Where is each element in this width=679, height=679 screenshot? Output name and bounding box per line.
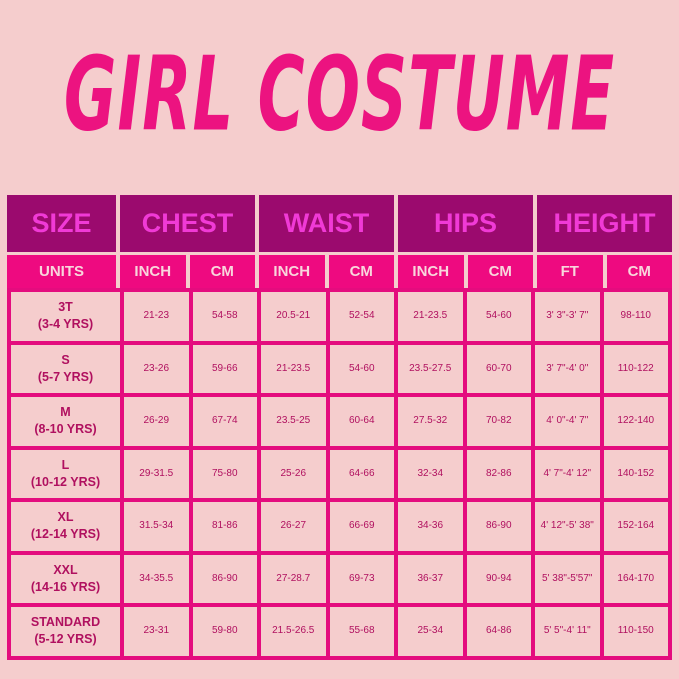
table-cell: 34-36 — [398, 502, 463, 551]
table-cell: 20.5-21 — [261, 292, 326, 341]
table-cell: 75-80 — [192, 449, 257, 498]
age-range: (14-16 YRS) — [30, 579, 101, 594]
unit-hips-inch: INCH — [398, 255, 464, 288]
table-cell: 29-31.5 — [124, 449, 189, 498]
table-cell: 54-60 — [466, 292, 531, 341]
table-cell: 98-110 — [603, 292, 668, 341]
table-cell: 21-23.5 — [261, 344, 326, 393]
size-label: M — [60, 405, 71, 420]
table-cell: 60-64 — [329, 397, 394, 446]
table-cell: 164-170 — [603, 554, 668, 603]
size-label: XXL — [53, 562, 78, 577]
table-cell: 66-69 — [329, 502, 394, 551]
table-cell: 64-86 — [466, 607, 531, 656]
table-cell: 110-122 — [603, 344, 668, 393]
size-label: L — [61, 457, 70, 472]
header-waist: WAIST — [259, 195, 394, 252]
header-height: HEIGHT — [537, 195, 672, 252]
table-cell: 67-74 — [192, 397, 257, 446]
table-cell: 86-90 — [192, 554, 257, 603]
age-range: (8-10 YRS) — [34, 422, 97, 437]
table-cell: 90-94 — [466, 554, 531, 603]
unit-label: UNITS — [7, 255, 116, 288]
unit-hips-cm: CM — [467, 255, 533, 288]
header-hips: HIPS — [398, 195, 533, 252]
table-cell: 4' 7"-4' 12" — [535, 449, 600, 498]
unit-waist-inch: INCH — [259, 255, 325, 288]
table-cell: 25-34 — [398, 607, 463, 656]
table-cell: 25-26 — [261, 449, 326, 498]
table-cell: 26-27 — [261, 502, 326, 551]
size-label: XL — [57, 510, 74, 525]
table-cell: 4' 12"-5' 38" — [535, 502, 600, 551]
age-range: (3-4 YRS) — [37, 317, 94, 332]
table-cell: 5' 5"-4' 11" — [535, 607, 600, 656]
table-cell: 23-31 — [124, 607, 189, 656]
page-title: GIRL COSTUME — [63, 36, 616, 156]
table-cell: 140-152 — [603, 449, 668, 498]
size-cell: XL (12-14 YRS) — [11, 502, 120, 551]
table-cell: 59-80 — [192, 607, 257, 656]
table-cell: 23.5-27.5 — [398, 344, 463, 393]
table-cell: 21-23 — [124, 292, 189, 341]
table-cell: 21-23.5 — [398, 292, 463, 341]
size-label: STANDARD — [30, 615, 101, 630]
table-cell: 4' 0"-4' 7" — [535, 397, 600, 446]
unit-waist-cm: CM — [328, 255, 394, 288]
size-table-body: 3T (3-4 YRS) 21-23 54-58 20.5-21 52-54 21-23.5… — [7, 288, 672, 660]
table-cell: 54-58 — [192, 292, 257, 341]
table-cell: 3' 7"-4' 0" — [535, 344, 600, 393]
table-cell: 152-164 — [603, 502, 668, 551]
table-cell: 55-68 — [329, 607, 394, 656]
unit-height-cm: CM — [606, 255, 672, 288]
table-cell: 81-86 — [192, 502, 257, 551]
table-cell: 3' 3"-3' 7" — [535, 292, 600, 341]
units-row: UNITS INCH CM INCH CM INCH CM FT CM — [7, 255, 672, 288]
header-chest: CHEST — [120, 195, 255, 252]
table-cell: 64-66 — [329, 449, 394, 498]
table-cell: 23-26 — [124, 344, 189, 393]
table-cell: 59-66 — [192, 344, 257, 393]
table-cell: 82-86 — [466, 449, 531, 498]
size-label: S — [61, 352, 70, 367]
table-cell: 32-34 — [398, 449, 463, 498]
table-cell: 34-35.5 — [124, 554, 189, 603]
age-range: (10-12 YRS) — [30, 474, 101, 489]
table-cell: 31.5-34 — [124, 502, 189, 551]
table-cell: 110-150 — [603, 607, 668, 656]
size-cell: 3T (3-4 YRS) — [11, 292, 120, 341]
table-cell: 69-73 — [329, 554, 394, 603]
table-cell: 26-29 — [124, 397, 189, 446]
table-cell: 5' 38"-5'57" — [535, 554, 600, 603]
table-cell: 52-54 — [329, 292, 394, 341]
table-cell: 36-37 — [398, 554, 463, 603]
size-cell: STANDARD (5-12 YRS) — [11, 607, 120, 656]
size-cell: XXL (14-16 YRS) — [11, 554, 120, 603]
size-label: 3T — [58, 300, 73, 315]
group-header-row: SIZE CHEST WAIST HIPS HEIGHT — [7, 195, 672, 252]
age-range: (5-12 YRS) — [34, 632, 97, 647]
size-cell: M (8-10 YRS) — [11, 397, 120, 446]
age-range: (12-14 YRS) — [30, 527, 101, 542]
table-cell: 86-90 — [466, 502, 531, 551]
header-size: SIZE — [7, 195, 116, 252]
table-cell: 27.5-32 — [398, 397, 463, 446]
unit-height-ft: FT — [537, 255, 603, 288]
table-cell: 21.5-26.5 — [261, 607, 326, 656]
table-cell: 23.5-25 — [261, 397, 326, 446]
table-cell: 122-140 — [603, 397, 668, 446]
size-cell: S (5-7 YRS) — [11, 344, 120, 393]
table-cell: 54-60 — [329, 344, 394, 393]
table-cell: 70-82 — [466, 397, 531, 446]
table-cell: 27-28.7 — [261, 554, 326, 603]
age-range: (5-7 YRS) — [37, 369, 94, 384]
table-cell: 60-70 — [466, 344, 531, 393]
unit-chest-cm: CM — [189, 255, 255, 288]
size-cell: L (10-12 YRS) — [11, 449, 120, 498]
unit-chest-inch: INCH — [120, 255, 186, 288]
